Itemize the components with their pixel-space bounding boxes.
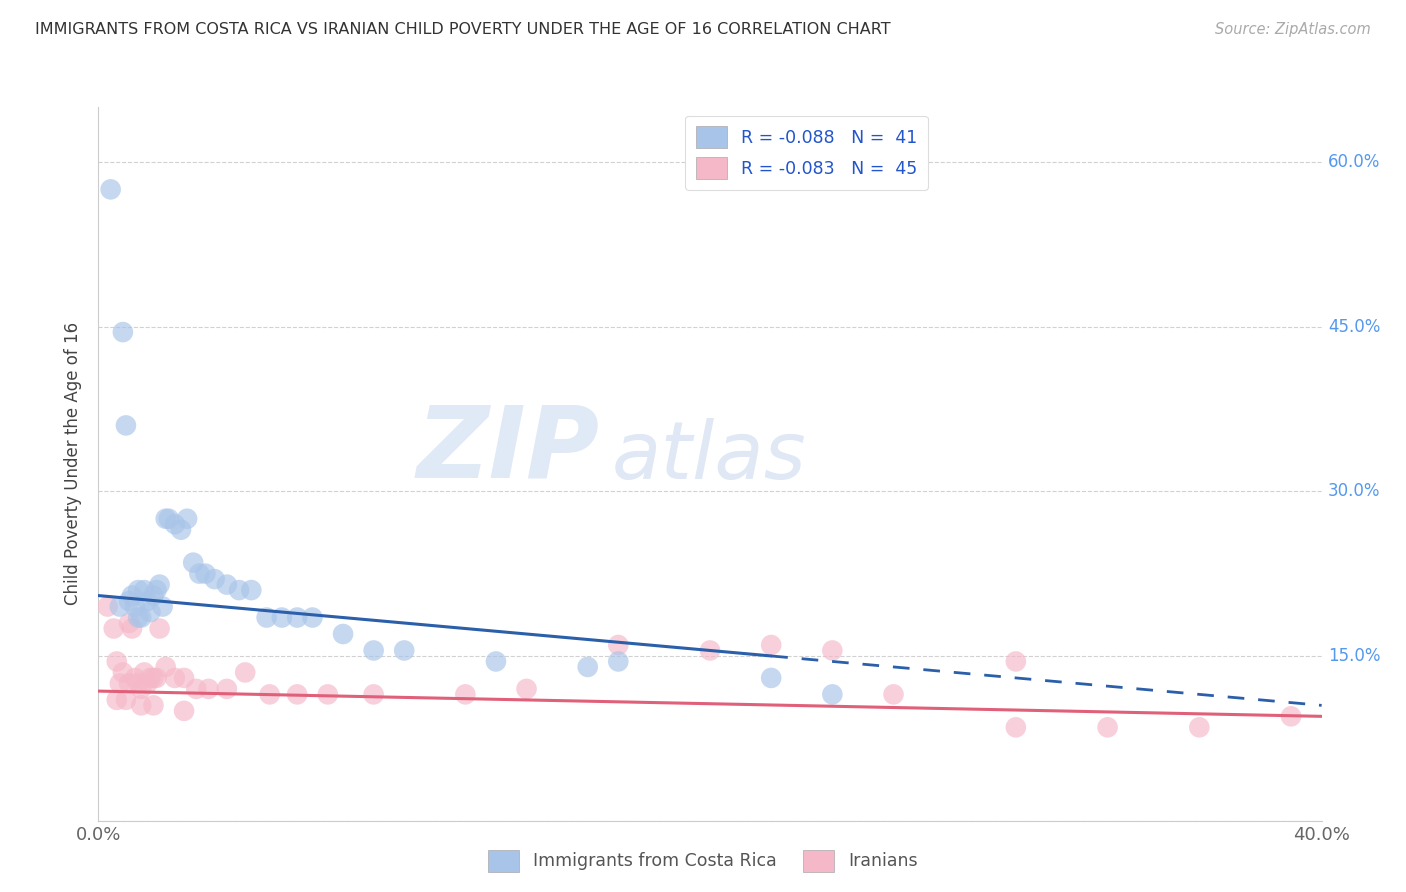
Point xyxy=(285,610,308,624)
Text: Source: ZipAtlas.com: Source: ZipAtlas.com xyxy=(1215,22,1371,37)
Point xyxy=(115,418,138,433)
Point xyxy=(332,627,354,641)
Point xyxy=(142,698,165,713)
Point xyxy=(155,512,177,526)
Point xyxy=(111,665,134,680)
Point xyxy=(204,572,226,586)
Text: 30.0%: 30.0% xyxy=(1327,483,1381,500)
Point xyxy=(108,676,131,690)
Point xyxy=(134,583,156,598)
Point xyxy=(516,681,538,696)
Point xyxy=(176,512,198,526)
Point xyxy=(392,643,416,657)
Point xyxy=(233,665,256,680)
Point xyxy=(108,599,131,614)
Point xyxy=(118,676,141,690)
Point xyxy=(1279,709,1302,723)
Point xyxy=(127,583,149,598)
Point xyxy=(142,589,165,603)
Point xyxy=(111,325,134,339)
Point xyxy=(301,610,323,624)
Point xyxy=(152,599,174,614)
Text: 60.0%: 60.0% xyxy=(1327,153,1381,171)
Point xyxy=(363,643,385,657)
Legend: Immigrants from Costa Rica, Iranians: Immigrants from Costa Rica, Iranians xyxy=(481,843,925,879)
Point xyxy=(607,638,630,652)
Text: 15.0%: 15.0% xyxy=(1327,647,1381,665)
Point xyxy=(1004,655,1026,669)
Point xyxy=(100,182,122,196)
Point xyxy=(821,643,844,657)
Point xyxy=(270,610,292,624)
Point xyxy=(163,671,186,685)
Text: ZIP: ZIP xyxy=(418,401,600,498)
Point xyxy=(136,676,159,690)
Point xyxy=(118,615,141,630)
Point xyxy=(121,622,143,636)
Point xyxy=(149,577,172,591)
Point xyxy=(124,671,146,685)
Y-axis label: Child Poverty Under the Age of 16: Child Poverty Under the Age of 16 xyxy=(65,322,83,606)
Point xyxy=(188,566,211,581)
Point xyxy=(127,610,149,624)
Point xyxy=(142,671,165,685)
Point xyxy=(228,583,250,598)
Point xyxy=(136,594,159,608)
Point xyxy=(186,681,208,696)
Point xyxy=(316,687,339,701)
Point xyxy=(181,556,204,570)
Text: atlas: atlas xyxy=(612,417,807,496)
Point xyxy=(259,687,281,701)
Point xyxy=(363,687,385,701)
Point xyxy=(607,655,630,669)
Point xyxy=(129,698,152,713)
Text: IMMIGRANTS FROM COSTA RICA VS IRANIAN CHILD POVERTY UNDER THE AGE OF 16 CORRELAT: IMMIGRANTS FROM COSTA RICA VS IRANIAN CH… xyxy=(35,22,891,37)
Point xyxy=(215,681,238,696)
Point xyxy=(576,660,599,674)
Point xyxy=(485,655,508,669)
Point xyxy=(105,693,128,707)
Point xyxy=(256,610,278,624)
Point xyxy=(197,681,219,696)
Point xyxy=(759,638,782,652)
Point xyxy=(821,687,844,701)
Point xyxy=(1188,720,1211,734)
Point xyxy=(759,671,782,685)
Point xyxy=(157,512,180,526)
Point xyxy=(121,589,143,603)
Point xyxy=(1004,720,1026,734)
Point xyxy=(134,665,156,680)
Point xyxy=(1097,720,1119,734)
Point xyxy=(215,577,238,591)
Point xyxy=(170,523,193,537)
Point xyxy=(883,687,905,701)
Point xyxy=(139,605,162,619)
Point xyxy=(149,622,172,636)
Point xyxy=(145,671,167,685)
Point xyxy=(699,643,721,657)
Text: 45.0%: 45.0% xyxy=(1327,318,1381,335)
Point xyxy=(129,681,152,696)
Point xyxy=(173,671,195,685)
Point xyxy=(118,594,141,608)
Point xyxy=(285,687,308,701)
Point xyxy=(124,599,146,614)
Point xyxy=(145,583,167,598)
Point xyxy=(454,687,477,701)
Point xyxy=(173,704,195,718)
Point xyxy=(103,622,125,636)
Point xyxy=(115,693,138,707)
Point xyxy=(194,566,217,581)
Point xyxy=(105,655,128,669)
Point xyxy=(97,599,120,614)
Legend: R = -0.088   N =  41, R = -0.083   N =  45: R = -0.088 N = 41, R = -0.083 N = 45 xyxy=(685,116,928,190)
Point xyxy=(129,610,152,624)
Point xyxy=(139,671,162,685)
Point xyxy=(240,583,263,598)
Point xyxy=(163,517,186,532)
Point xyxy=(155,660,177,674)
Point xyxy=(127,676,149,690)
